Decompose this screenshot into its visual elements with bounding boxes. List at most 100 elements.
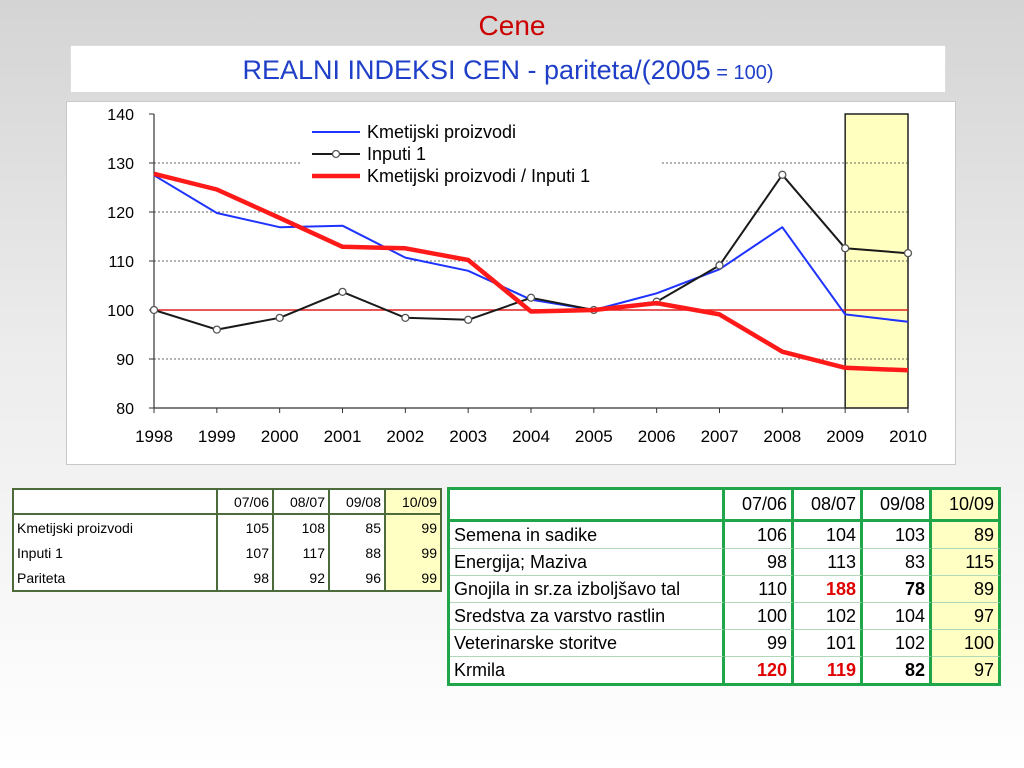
y-tick-label: 130 [107,156,134,173]
y-tick-label: 120 [107,205,134,222]
series-point-inputi-1 [841,244,850,253]
table-cell: 113 [794,549,863,576]
table-cell: 99 [386,540,442,565]
series-point-inputi-1 [149,305,159,315]
row-label: Kmetijski proizvodi [14,515,218,540]
table-cell: 106 [725,522,794,549]
table-cell: 117 [274,540,330,565]
y-tick-label: 90 [116,352,134,369]
slide-subtitle: REALNI INDEKSI CEN - pariteta/(2005 = 10… [70,45,946,93]
legend-label: Inputi 1 [367,144,426,164]
table-row: Semena in sadike 106 104 103 89 [450,522,1001,549]
header-col-08-07: 08/07 [274,490,330,515]
chart-panel: 80 90 100 110 120 130 140 1998 1999 2000 2001 2002 2… [66,101,956,465]
table-cell: 97 [932,603,1001,630]
x-tick-label: 2004 [512,427,550,446]
table-cell: 107 [218,540,274,565]
table-cell: 103 [863,522,932,549]
x-tick-label: 2000 [261,427,299,446]
x-tick-label: 2010 [889,427,927,446]
y-tick-label: 140 [107,107,134,124]
summary-table: 07/06 08/07 09/08 10/09 Kmetijski proizv… [12,488,442,592]
x-tick-label: 2001 [324,427,362,446]
row-label: Inputi 1 [14,540,218,565]
table-row: Veterinarske storitve 99 101 102 100 [450,630,1001,657]
table-cell: 88 [330,540,386,565]
series-point-inputi-1 [338,287,347,297]
series-point-inputi-1 [903,249,913,258]
table-cell-emphasis-red: 188 [794,576,863,603]
table-cell: 92 [274,565,330,592]
table-cell-emphasis-bold: 78 [863,576,932,603]
table-cell: 99 [386,565,442,592]
series-point-inputi-1 [778,170,787,179]
y-tick-label: 110 [108,254,134,271]
x-tick-label: 2007 [701,427,739,446]
series-line-inputi-1 [153,173,909,331]
table-row: Inputi 1 107 117 88 99 [14,540,442,565]
header-col-09-08: 09/08 [330,490,386,515]
row-label: Veterinarske storitve [450,630,725,657]
row-label: Semena in sadike [450,522,725,549]
table-cell-emphasis-bold: 82 [863,657,932,686]
table-cell: 99 [725,630,794,657]
x-tick-label: 2005 [575,427,613,446]
row-label: Pariteta [14,565,218,592]
table-cell: 101 [794,630,863,657]
series-point-inputi-1 [275,313,284,322]
table-cell: 98 [218,565,274,592]
legend-label: Kmetijski proizvodi / Inputi 1 [367,166,590,186]
x-tick-label: 1998 [135,427,173,446]
x-tick-label: 2002 [386,427,424,446]
table-row: Pariteta 98 92 96 99 [14,565,442,592]
table-row: Gnojila in sr.za izboljšavo tal 110 188 … [450,576,1001,603]
series-point-inputi-1 [212,325,221,334]
header-col-10-09: 10/09 [386,490,442,515]
table-cell: 97 [932,657,1001,686]
price-index-chart: 80 90 100 110 120 130 140 1998 1999 2000 2001 2002 2… [107,107,927,446]
x-tick-label: 2009 [826,427,864,446]
table-cell: 102 [863,630,932,657]
inputs-table: 07/06 08/07 09/08 10/09 Semena in sadike… [447,487,1001,686]
header-col-08-07: 08/07 [794,490,863,522]
subtitle-main: REALNI INDEKSI CEN - pariteta/(2005 [242,55,711,85]
table-cell: 98 [725,549,794,576]
row-label: Gnojila in sr.za izboljšavo tal [450,576,725,603]
x-tick-label: 2003 [449,427,487,446]
table-cell: 104 [863,603,932,630]
x-tick-label: 2008 [763,427,801,446]
table-cell: 105 [218,515,274,540]
subtitle-tail: = 100) [710,62,774,84]
table-cell-emphasis-red: 119 [794,657,863,686]
summary-table-header-row: 07/06 08/07 09/08 10/09 [14,490,442,515]
header-corner [450,490,725,522]
table-cell: 99 [386,515,442,540]
table-cell: 83 [863,549,932,576]
series-point-inputi-1 [401,313,410,322]
header-col-09-08: 09/08 [863,490,932,522]
header-col-07-06: 07/06 [218,490,274,515]
table-cell: 85 [330,515,386,540]
legend-marker [331,149,341,159]
table-cell: 96 [330,565,386,592]
series-point-inputi-1 [464,315,473,324]
table-row: Kmetijski proizvodi 105 108 85 99 [14,515,442,540]
x-tick-label: 2006 [638,427,676,446]
y-tick-label: 100 [107,303,134,320]
table-cell: 115 [932,549,1001,576]
table-row: Sredstva za varstvo rastlin 100 102 104 … [450,603,1001,630]
header-col-07-06: 07/06 [725,490,794,522]
table-cell: 108 [274,515,330,540]
table-cell: 100 [932,630,1001,657]
series-point-inputi-1 [715,261,724,270]
table-row: Energija; Maziva 98 113 83 115 [450,549,1001,576]
table-cell: 102 [794,603,863,630]
row-label: Energija; Maziva [450,549,725,576]
series-point-inputi-1 [526,293,536,302]
y-tick-label: 80 [116,401,134,418]
legend-label: Kmetijski proizvodi [367,122,516,142]
table-cell: 100 [725,603,794,630]
row-label: Krmila [450,657,725,686]
table-cell: 104 [794,522,863,549]
table-cell: 89 [932,576,1001,603]
